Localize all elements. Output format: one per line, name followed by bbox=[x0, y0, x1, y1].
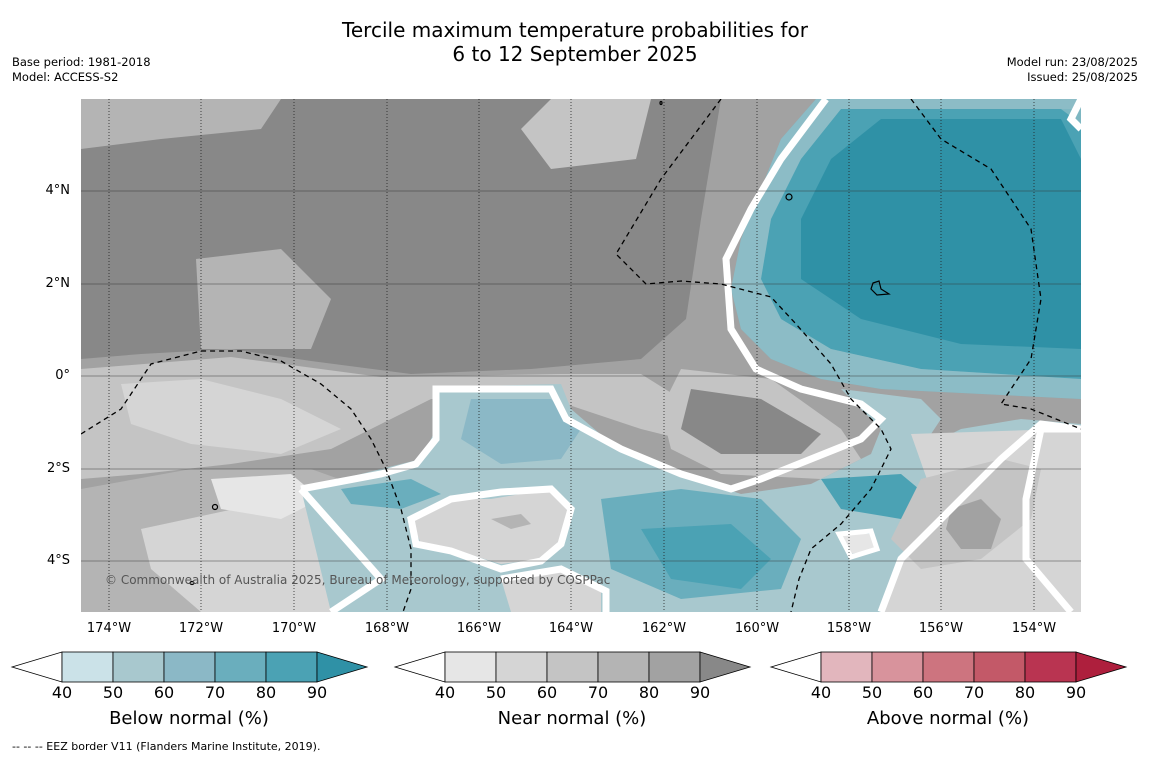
colorbar-segment bbox=[265, 651, 318, 683]
colorbar-right-extend bbox=[316, 651, 369, 683]
colorbar-near-normal bbox=[393, 651, 752, 683]
near-normal-boundary-8 bbox=[1066, 99, 1081, 132]
lon-label: 162°W bbox=[641, 621, 687, 636]
colorbar-tick: 70 bbox=[963, 683, 985, 702]
colorbar-segment bbox=[546, 651, 599, 683]
graticule bbox=[81, 190, 1081, 562]
colorbar-tick: 90 bbox=[306, 683, 328, 702]
map-canvas bbox=[81, 99, 1081, 612]
colorbar-tick: 60 bbox=[536, 683, 558, 702]
issued-date: Issued: 25/08/2025 bbox=[1027, 70, 1138, 84]
colorbar-tick: 90 bbox=[1065, 683, 1087, 702]
below-normal-70-west bbox=[341, 479, 441, 509]
lon-label: 168°W bbox=[364, 621, 410, 636]
base-period: Base period: 1981-2018 bbox=[12, 55, 151, 69]
probability-map bbox=[81, 99, 1081, 612]
colorbar-tick: 80 bbox=[638, 683, 660, 702]
title-line-1: Tercile maximum temperature probabilitie… bbox=[342, 18, 808, 42]
near-normal-boundary-5 bbox=[877, 420, 1081, 612]
near-normal-60-island bbox=[411, 489, 571, 564]
colorbar-below-normal bbox=[10, 651, 369, 683]
eez-borders bbox=[81, 99, 1081, 612]
near-normal-60-band bbox=[121, 379, 341, 454]
colorbar-above-normal bbox=[769, 651, 1128, 683]
colorbar-segment bbox=[444, 651, 497, 683]
colorbar-segment bbox=[922, 651, 975, 683]
model-name: Model: ACCESS-S2 bbox=[12, 70, 119, 84]
meta-left: Base period: 1981-2018 Model: ACCESS-S2 bbox=[12, 55, 151, 85]
islands bbox=[189, 100, 891, 586]
model-run: Model run: 23/08/2025 bbox=[1006, 55, 1138, 69]
colorbar-tick: 50 bbox=[102, 683, 124, 702]
near-normal-70-top bbox=[521, 99, 651, 169]
colorbar-tick: 40 bbox=[434, 683, 456, 702]
lat-label: 4°S bbox=[46, 553, 70, 568]
colorbar-segment bbox=[495, 651, 548, 683]
legend-title: Above normal (%) bbox=[866, 708, 1030, 729]
colorbar-tick: 40 bbox=[810, 683, 832, 702]
colorbar-segment bbox=[112, 651, 165, 683]
colorbar-tick: 70 bbox=[587, 683, 609, 702]
copyright-notice: © Commonwealth of Australia 2025, Bureau… bbox=[105, 573, 611, 587]
lon-label: 174°W bbox=[86, 621, 132, 636]
colorbar-segment bbox=[597, 651, 650, 683]
below-normal-60-patch bbox=[461, 399, 581, 464]
lat-label: 4°N bbox=[45, 183, 71, 198]
colorbar-tick: 60 bbox=[912, 683, 934, 702]
near-normal-80-corner bbox=[81, 99, 281, 149]
colorbar-segment bbox=[1024, 651, 1077, 683]
colorbar-tick: 60 bbox=[153, 683, 175, 702]
colorbar-left-extend bbox=[769, 651, 822, 683]
colorbar-segment bbox=[61, 651, 114, 683]
colorbar-tick: 70 bbox=[204, 683, 226, 702]
near-normal-boundary-6 bbox=[1022, 425, 1081, 612]
lon-label: 160°W bbox=[734, 621, 780, 636]
colorbar-segment bbox=[871, 651, 924, 683]
near-normal-boundary-3 bbox=[407, 485, 575, 573]
legend-title: Below normal (%) bbox=[109, 708, 269, 729]
meta-right: Model run: 23/08/2025 Issued: 25/08/2025 bbox=[1007, 55, 1138, 85]
colorbar-segment bbox=[820, 651, 873, 683]
legend-title: Near normal (%) bbox=[497, 708, 647, 729]
near-normal-50-small bbox=[841, 534, 876, 554]
colorbar-right-extend bbox=[1075, 651, 1128, 683]
lon-label: 156°W bbox=[918, 621, 964, 636]
colorbar-segment bbox=[973, 651, 1026, 683]
eez-footnote: -- -- -- EEZ border V11 (Flanders Marine… bbox=[12, 740, 321, 753]
colorbar-right-extend bbox=[699, 651, 752, 683]
colorbar-left-extend bbox=[393, 651, 446, 683]
lat-label: 2°S bbox=[46, 461, 70, 476]
near-normal-boundary-7 bbox=[835, 528, 881, 561]
colorbar-tick: 40 bbox=[51, 683, 73, 702]
near-normal-90-se bbox=[946, 499, 1001, 549]
below-normal-80-south bbox=[641, 524, 771, 589]
colorbar-tick: 50 bbox=[861, 683, 883, 702]
below-normal-80-east bbox=[821, 474, 931, 519]
colorbar-segment bbox=[214, 651, 267, 683]
lon-label: 158°W bbox=[826, 621, 872, 636]
near-normal-boundary-4 bbox=[500, 565, 610, 612]
colorbar-tick: 80 bbox=[255, 683, 277, 702]
colorbar-left-extend bbox=[10, 651, 63, 683]
lon-label: 166°W bbox=[456, 621, 502, 636]
lon-label: 172°W bbox=[178, 621, 224, 636]
lat-label: 2°N bbox=[45, 276, 71, 291]
colorbar-tick: 50 bbox=[485, 683, 507, 702]
near-normal-80-island bbox=[491, 514, 531, 529]
colorbar-tick: 90 bbox=[689, 683, 711, 702]
colorbar-tick: 80 bbox=[1014, 683, 1036, 702]
lat-label: 0° bbox=[55, 368, 70, 383]
near-normal-50-sw bbox=[211, 474, 321, 519]
title-line-2: 6 to 12 September 2025 bbox=[452, 42, 698, 66]
lon-label: 164°W bbox=[548, 621, 594, 636]
near-normal-boundary-2 bbox=[298, 486, 387, 612]
near-normal-90-east bbox=[681, 389, 821, 454]
near-normal-80-patch bbox=[196, 249, 331, 349]
colorbar-segment bbox=[648, 651, 701, 683]
lon-label: 170°W bbox=[271, 621, 317, 636]
colorbar-segment bbox=[163, 651, 216, 683]
map-title: Tercile maximum temperature probabilitie… bbox=[0, 18, 1150, 66]
lon-label: 154°W bbox=[1011, 621, 1057, 636]
